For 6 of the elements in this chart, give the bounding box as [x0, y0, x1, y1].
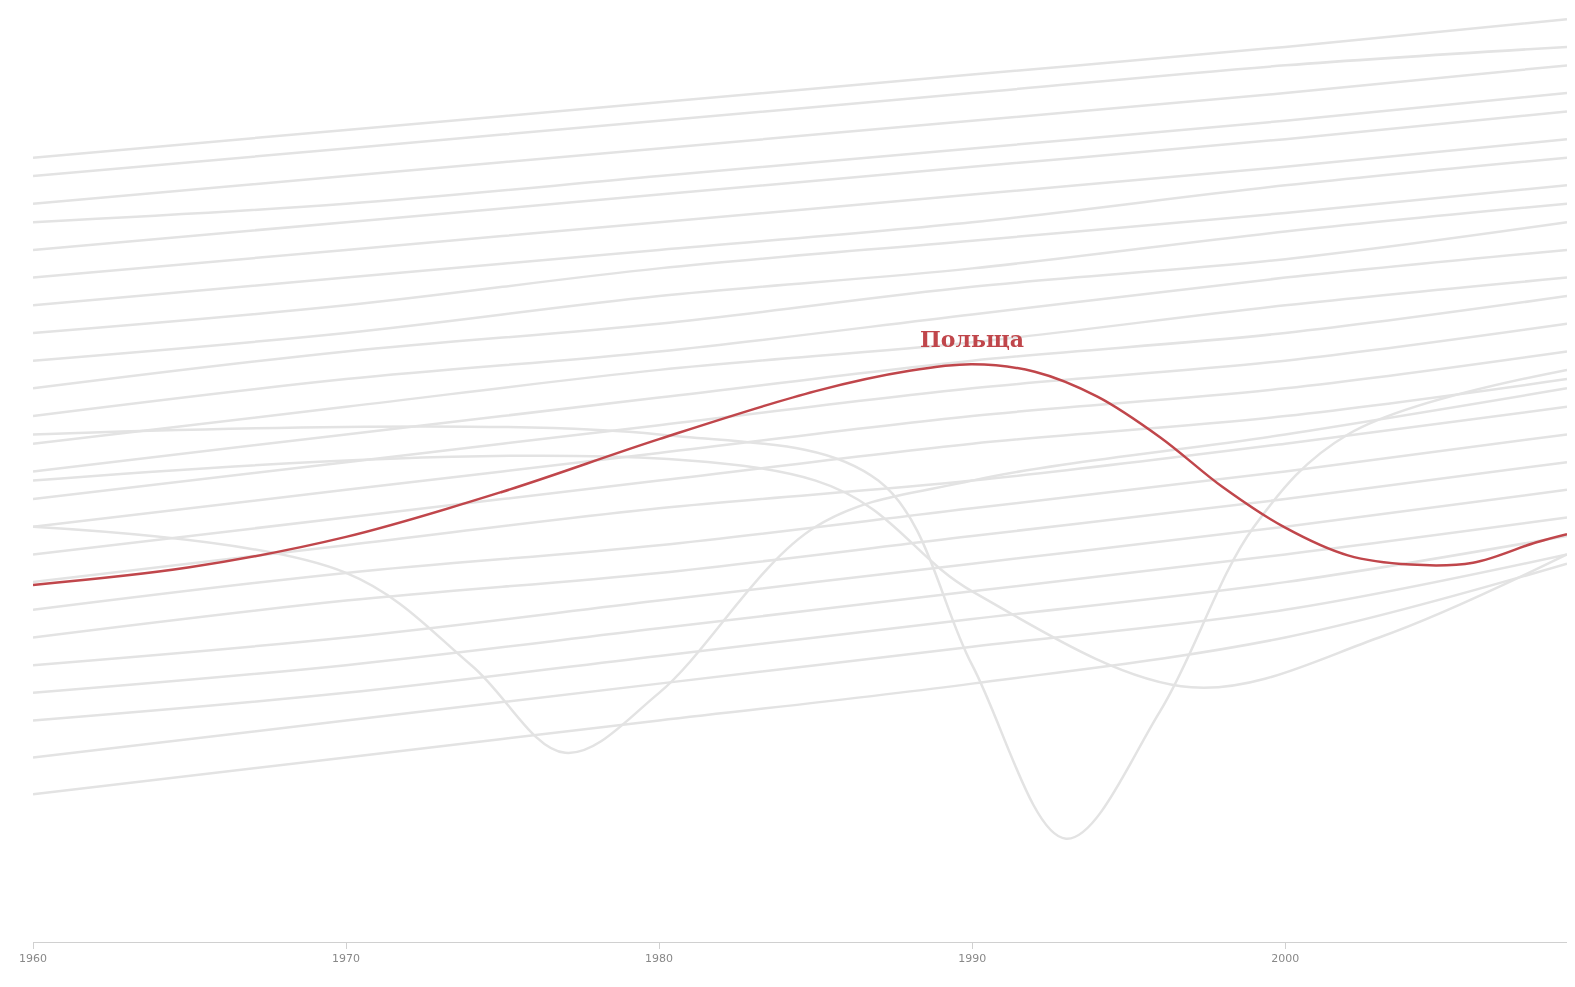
annotation: Польща: [920, 326, 1024, 352]
x-tick-label: 2000: [1271, 952, 1300, 966]
x-tick-label: 1990: [958, 952, 987, 966]
x-tick-label: 1980: [645, 952, 674, 966]
x-tick-label: 1970: [332, 952, 361, 966]
x-tick-label: 1960: [19, 952, 47, 966]
